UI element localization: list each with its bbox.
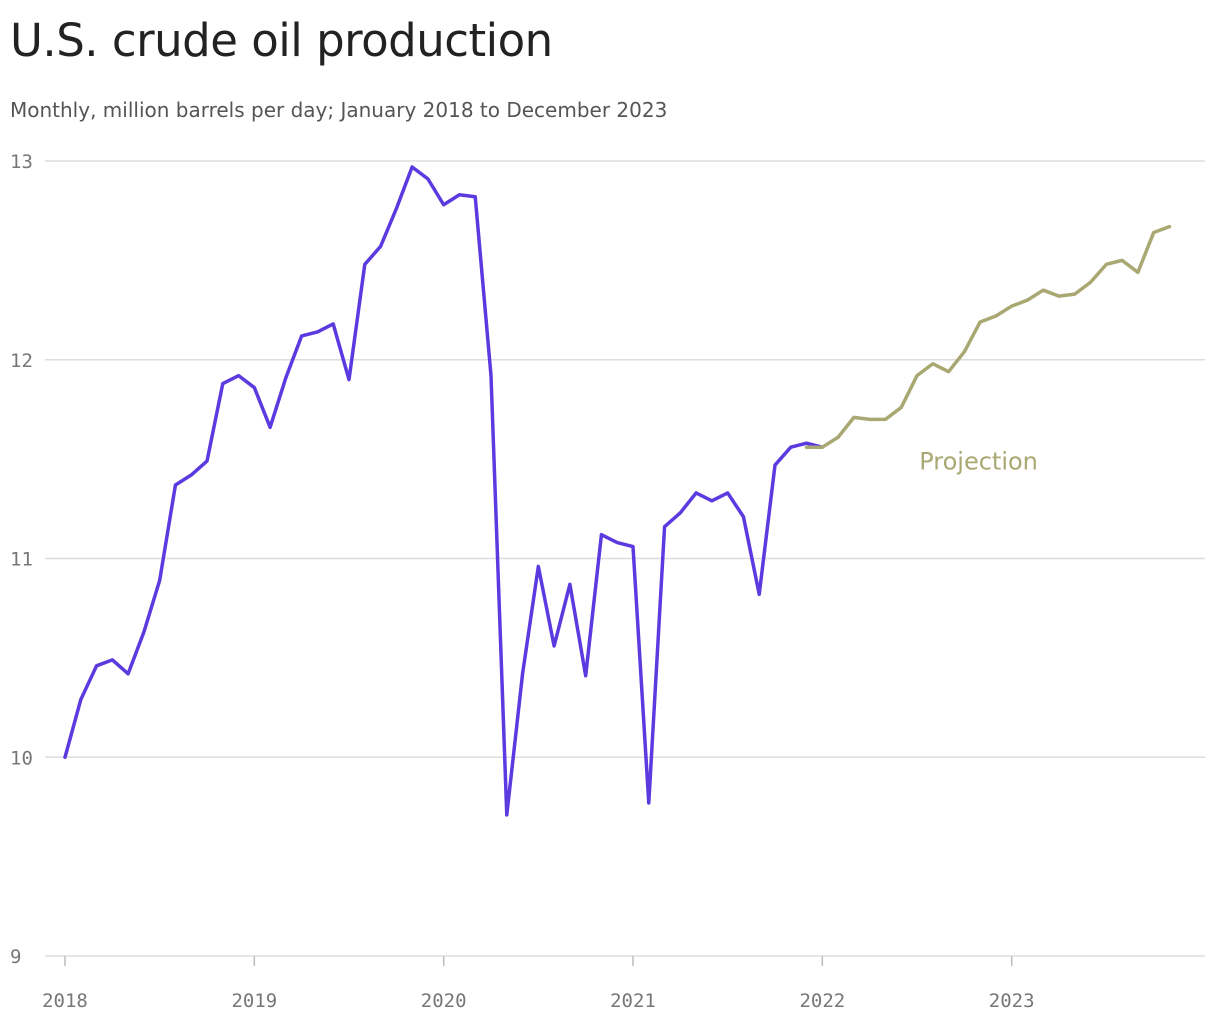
y-tick-label-13: 13 bbox=[10, 151, 33, 173]
chart-title: U.S. crude oil production bbox=[10, 14, 553, 67]
x-tick-label-2021: 2021 bbox=[610, 990, 656, 1012]
x-tick-label-2022: 2022 bbox=[799, 990, 845, 1012]
y-tick-label-9: 9 bbox=[10, 946, 21, 968]
x-tick-label-2018: 2018 bbox=[42, 990, 88, 1012]
annotations: Projection bbox=[919, 447, 1038, 475]
y-tick-label-10: 10 bbox=[10, 747, 33, 769]
series-line-actual bbox=[63, 165, 825, 817]
y-axis-ticks: 9 10 11 12 13 bbox=[10, 151, 33, 968]
x-axis-ticks: 2018 2019 2020 2021 2022 2023 bbox=[42, 956, 1035, 1012]
y-tick-label-11: 11 bbox=[10, 549, 33, 571]
chart-subtitle: Monthly, million barrels per day; Januar… bbox=[10, 98, 668, 122]
series-line-projection bbox=[804, 224, 1172, 449]
series-lines bbox=[63, 165, 1172, 817]
grid-lines bbox=[45, 160, 1205, 957]
x-tick-label-2023: 2023 bbox=[989, 990, 1035, 1012]
x-tick-label-2020: 2020 bbox=[421, 990, 467, 1012]
projection-annotation: Projection bbox=[919, 447, 1038, 475]
y-tick-label-12: 12 bbox=[10, 350, 33, 372]
x-tick-label-2019: 2019 bbox=[231, 990, 277, 1012]
